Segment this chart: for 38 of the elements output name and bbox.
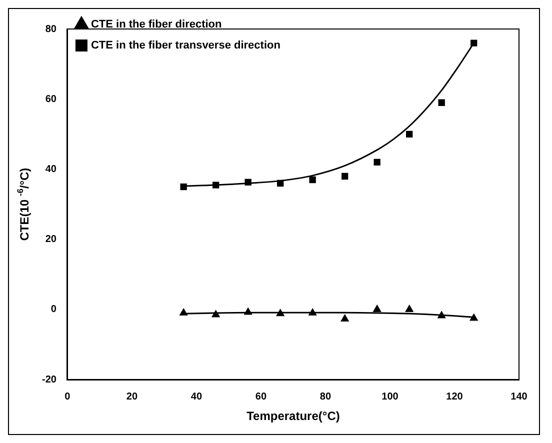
x-tick-label: 100 (382, 391, 399, 402)
point (438, 99, 445, 106)
point (276, 180, 284, 187)
x-tick-label: 120 (446, 391, 464, 402)
x-axis-title: Temperature(°C) (246, 409, 340, 424)
y-tick-label: 60 (45, 94, 57, 105)
y-tick-label: 80 (45, 24, 57, 35)
x-tick-label: 40 (190, 391, 202, 402)
point (406, 130, 413, 138)
legend-label: CTE in the fiber direction (90, 18, 222, 31)
y-tick-label: 40 (45, 164, 57, 175)
point (470, 314, 478, 321)
point (438, 311, 446, 318)
point (180, 308, 188, 316)
point (244, 308, 252, 315)
point (180, 183, 187, 190)
x-tick-label: 0 (64, 391, 71, 402)
point (308, 308, 317, 316)
legend-label: CTE in the fiber transverse direction (90, 40, 281, 52)
x-tick-label: 80 (320, 391, 332, 402)
point (374, 158, 380, 166)
point (212, 310, 220, 318)
y-tick-label: -20 (42, 374, 57, 386)
y-tick-label: 0 (50, 304, 57, 316)
point (309, 176, 316, 184)
point (276, 309, 284, 316)
point (373, 304, 382, 312)
x-tick-label: 20 (126, 391, 138, 402)
point (342, 172, 348, 180)
y-tick-label: 20 (45, 234, 57, 246)
x-tick-label: 60 (255, 391, 267, 402)
x-tick-label: 140 (510, 391, 528, 402)
point (212, 182, 220, 188)
y-axis-title: CTE(10 -6/°C) (15, 168, 32, 241)
point (340, 314, 349, 322)
point (244, 178, 252, 186)
point (470, 40, 478, 46)
point (405, 304, 414, 312)
